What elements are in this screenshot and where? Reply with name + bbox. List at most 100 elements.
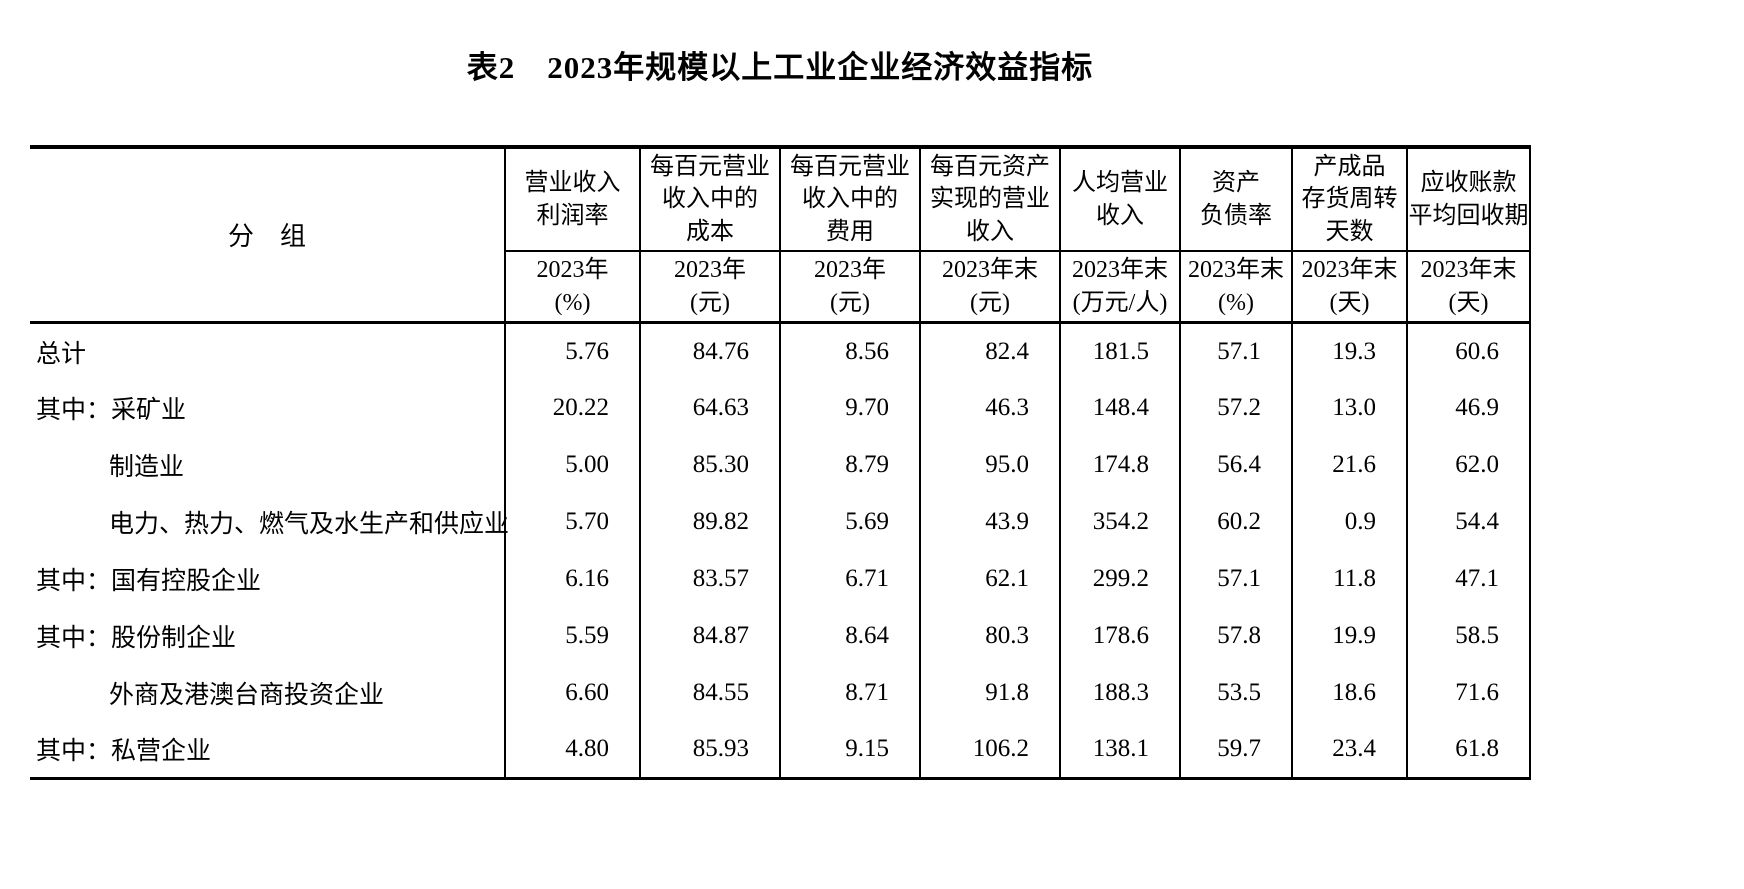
value-cell: 57.8 <box>1179 607 1292 665</box>
value-cell: 188.3 <box>1059 664 1180 722</box>
table-wrapper: 分 组 营业收入 利润率 每百元营业 收入中的 成本 每百元营业 收入中的 费用 每百元资产 实现… <box>30 145 1531 780</box>
period-label: 2023年 <box>674 257 746 284</box>
row-label: 外商及港澳台商投资企业 <box>109 681 385 709</box>
value-cell: 4.80 <box>504 721 640 780</box>
value-cell: 43.9 <box>919 493 1060 551</box>
table-row: 总计 5.76 84.76 8.56 82.4 181.5 57.1 19.3 60.6 <box>30 322 1531 380</box>
table-row: 制造业 5.00 85.30 8.79 95.0 174.8 56.4 21.6 62.0 <box>30 436 1531 494</box>
column-unit-header-1: 2023年 (%) <box>504 251 640 324</box>
value-cell: 85.93 <box>639 721 780 780</box>
column-header-line: 每百元营业 <box>790 154 910 180</box>
group-column-header: 分 组 <box>30 147 505 324</box>
value-cell: 8.79 <box>779 436 920 494</box>
value-cell: 83.57 <box>639 550 780 608</box>
value-cell: 18.6 <box>1291 664 1407 722</box>
value-cell: 9.15 <box>779 721 920 780</box>
value-cell: 61.8 <box>1406 721 1531 780</box>
column-header-2: 每百元营业 收入中的 成本 <box>639 147 780 253</box>
value-cell: 5.69 <box>779 493 920 551</box>
column-header-line: 收入中的 <box>662 186 758 213</box>
value-cell: 8.71 <box>779 664 920 722</box>
column-header-7: 产成品 存货周转 天数 <box>1291 147 1407 253</box>
value-cell: 299.2 <box>1059 550 1180 608</box>
table-row: 其中：国有控股企业 6.16 83.57 6.71 62.1 299.2 57.1 11.8 4… <box>30 550 1531 608</box>
value-cell: 20.22 <box>504 379 640 437</box>
column-unit-header-4: 2023年末 (元) <box>919 251 1060 324</box>
value-cell: 6.16 <box>504 550 640 608</box>
value-cell: 71.6 <box>1406 664 1531 722</box>
value-cell: 46.3 <box>919 379 1060 437</box>
unit-label: (万元/人) <box>1072 289 1168 316</box>
column-header-line: 每百元资产 <box>930 154 1050 180</box>
value-cell: 62.0 <box>1406 436 1531 494</box>
column-header-line: 资产 <box>1212 170 1260 197</box>
table-title-text: 2023年规模以上工业企业经济效益指标 <box>547 50 1094 85</box>
value-cell: 106.2 <box>919 721 1060 780</box>
value-cell: 84.87 <box>639 607 780 665</box>
unit-label: (%) <box>554 289 591 316</box>
column-header-line: 收入中的 <box>802 186 898 213</box>
column-header-3: 每百元营业 收入中的 费用 <box>779 147 920 253</box>
header-row-units: 2023年 (%) 2023年 (元) 2023年 (元) 2023年末 (元) 2023年末 (… <box>30 251 1531 324</box>
value-cell: 148.4 <box>1059 379 1180 437</box>
period-label: 2023年 <box>814 257 886 284</box>
column-header-line: 负债率 <box>1200 202 1272 229</box>
period-label: 2023年末 <box>1188 257 1284 284</box>
table-row: 电力、热力、燃气及水生产和供应业 5.70 89.82 5.69 43.9 354.2 60… <box>30 493 1531 551</box>
header-row-indicators: 分 组 营业收入 利润率 每百元营业 收入中的 成本 每百元营业 收入中的 费用 每百元资产 实现… <box>30 147 1531 324</box>
value-cell: 174.8 <box>1059 436 1180 494</box>
value-cell: 58.5 <box>1406 607 1531 665</box>
value-cell: 5.70 <box>504 493 640 551</box>
unit-label: (元) <box>830 289 870 316</box>
value-cell: 354.2 <box>1059 493 1180 551</box>
value-cell: 181.5 <box>1059 322 1180 380</box>
value-cell: 84.55 <box>639 664 780 722</box>
column-unit-header-2: 2023年 (元) <box>639 251 780 324</box>
table-row: 其中：私营企业 4.80 85.93 9.15 106.2 138.1 59.7 23.4 61… <box>30 721 1531 780</box>
column-header-line: 产成品 <box>1313 154 1386 180</box>
value-cell: 47.1 <box>1406 550 1531 608</box>
value-cell: 178.6 <box>1059 607 1180 665</box>
table-row: 其中：股份制企业 5.59 84.87 8.64 80.3 178.6 57.8 19.9 58… <box>30 607 1531 665</box>
column-header-line: 天数 <box>1325 218 1374 245</box>
value-cell: 60.2 <box>1179 493 1292 551</box>
value-cell: 91.8 <box>919 664 1060 722</box>
value-cell: 5.76 <box>504 322 640 380</box>
column-header-line: 平均回收期 <box>1408 202 1529 229</box>
row-label: 其中：私营企业 <box>30 721 505 780</box>
value-cell: 138.1 <box>1059 721 1180 780</box>
period-label: 2023年末 <box>1301 257 1398 284</box>
value-cell: 54.4 <box>1406 493 1531 551</box>
column-header-line: 实现的营业 <box>930 186 1050 213</box>
value-cell: 89.82 <box>639 493 780 551</box>
row-label: 其中：采矿业 <box>36 396 187 424</box>
value-cell: 85.30 <box>639 436 780 494</box>
column-header-line: 利润率 <box>536 202 609 229</box>
column-header-line: 应收账款 <box>1420 170 1517 197</box>
value-cell: 64.63 <box>639 379 780 437</box>
value-cell: 13.0 <box>1291 379 1407 437</box>
value-cell: 6.71 <box>779 550 920 608</box>
value-cell: 6.60 <box>504 664 640 722</box>
value-cell: 5.59 <box>504 607 640 665</box>
economic-indicators-table: 分 组 营业收入 利润率 每百元营业 收入中的 成本 每百元营业 收入中的 费用 每百元资产 实现… <box>30 145 1531 780</box>
value-cell: 53.5 <box>1179 664 1292 722</box>
value-cell: 57.2 <box>1179 379 1292 437</box>
column-header-line: 营业收入 <box>524 170 621 197</box>
period-label: 2023年末 <box>942 257 1038 284</box>
value-cell: 9.70 <box>779 379 920 437</box>
row-label: 其中：国有控股企业 <box>36 567 262 595</box>
value-cell: 8.56 <box>779 322 920 380</box>
value-cell: 59.7 <box>1179 721 1292 780</box>
column-header-line: 收入 <box>1096 202 1144 229</box>
value-cell: 56.4 <box>1179 436 1292 494</box>
table-title-tag: 表2 <box>466 50 516 85</box>
value-cell: 82.4 <box>919 322 1060 380</box>
row-label: 电力、热力、燃气及水生产和供应业 <box>109 510 510 538</box>
column-unit-header-5: 2023年末 (万元/人) <box>1059 251 1180 324</box>
value-cell: 57.1 <box>1179 550 1292 608</box>
period-label: 2023年末 <box>1072 257 1168 284</box>
table-row: 其中：采矿业 20.22 64.63 9.70 46.3 148.4 57.2 13.0 46.… <box>30 379 1531 437</box>
column-unit-header-7: 2023年末 (天) <box>1291 251 1407 324</box>
